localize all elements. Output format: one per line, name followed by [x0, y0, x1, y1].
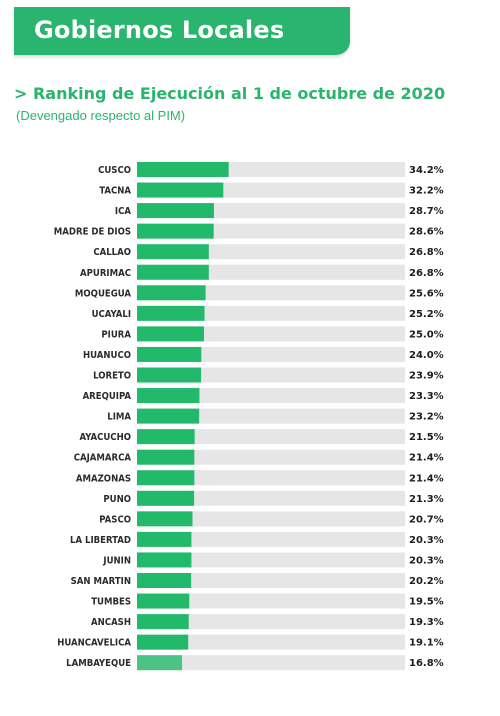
category-label: LIMA	[107, 412, 131, 423]
value-label: 34.2%	[409, 165, 444, 176]
value-label: 23.3%	[409, 391, 444, 402]
bar-track	[137, 388, 405, 404]
bar	[137, 408, 200, 424]
value-label: 19.1%	[409, 638, 444, 649]
bar	[137, 285, 206, 301]
value-label: 20.3%	[409, 555, 444, 566]
category-label: AREQUIPA	[83, 391, 132, 402]
category-label: LORETO	[93, 371, 131, 382]
bar-track	[137, 408, 405, 424]
bar	[137, 593, 190, 609]
bar	[137, 388, 200, 404]
value-label: 20.3%	[409, 535, 444, 546]
value-label: 25.6%	[409, 288, 444, 299]
value-label: 25.0%	[409, 329, 444, 340]
bar	[137, 490, 195, 506]
value-label: 23.9%	[409, 371, 444, 382]
value-label: 25.2%	[409, 309, 444, 320]
category-label: ANCASH	[91, 617, 131, 628]
category-label: TUMBES	[91, 597, 131, 608]
bar-track	[137, 614, 405, 630]
category-label: TACNA	[99, 186, 131, 197]
value-label: 24.0%	[409, 350, 444, 361]
value-label: 21.4%	[409, 453, 444, 464]
bar	[137, 634, 189, 650]
header-banner: Gobiernos Locales	[14, 7, 350, 55]
chart-subtitle: > Ranking de Ejecución al 1 de octubre d…	[14, 84, 446, 103]
bar	[137, 244, 209, 260]
category-label: CUSCO	[98, 165, 131, 176]
category-label: CALLAO	[93, 247, 131, 258]
bar	[137, 511, 193, 527]
category-label: APURIMAC	[80, 268, 131, 279]
bar-track	[137, 346, 405, 362]
category-label: PUNO	[103, 494, 131, 505]
bar	[137, 346, 202, 362]
category-label: ICA	[115, 206, 131, 217]
bar-track	[137, 531, 405, 547]
bar	[137, 449, 195, 465]
bar	[137, 162, 229, 177]
bar	[137, 182, 224, 198]
bar	[137, 223, 214, 239]
bar	[137, 203, 214, 219]
category-label: UCAYALI	[92, 309, 131, 320]
bar-track	[137, 367, 405, 383]
category-label: AYACUCHO	[80, 432, 132, 443]
value-label: 19.5%	[409, 597, 444, 608]
bar-track	[137, 593, 405, 609]
bar-track	[137, 490, 405, 506]
value-label: 20.2%	[409, 576, 444, 587]
value-label: 21.5%	[409, 432, 444, 443]
chart-note: (Devengado respecto al PIM)	[16, 108, 186, 123]
category-label: HUANCAVELICA	[57, 638, 131, 649]
bar	[137, 326, 204, 342]
bar-track	[137, 449, 405, 465]
bar-track	[137, 470, 405, 486]
bar-track	[137, 655, 405, 671]
value-label: 28.6%	[409, 227, 444, 238]
bar-track	[137, 511, 405, 527]
bar-track	[137, 634, 405, 650]
value-label: 21.4%	[409, 473, 444, 484]
category-label: LAMBAYEQUE	[66, 658, 131, 669]
bar	[137, 367, 202, 383]
value-label: 20.7%	[409, 514, 444, 525]
bar-track	[137, 552, 405, 568]
category-label: PASCO	[99, 514, 131, 525]
bar-track	[137, 573, 405, 588]
category-label: JUNIN	[102, 555, 131, 566]
value-label: 32.2%	[409, 186, 444, 197]
value-label: 16.8%	[409, 658, 444, 669]
value-label: 28.7%	[409, 206, 444, 217]
value-label: 26.8%	[409, 247, 444, 258]
bar	[137, 305, 205, 321]
category-label: CAJAMARCA	[74, 453, 132, 464]
value-label: 21.3%	[409, 494, 444, 505]
bar	[137, 531, 192, 547]
bar	[137, 470, 195, 486]
category-label: MOQUEGUA	[75, 288, 131, 299]
value-label: 19.3%	[409, 617, 444, 628]
bar	[137, 429, 195, 445]
bar	[137, 264, 209, 280]
category-label: LA LIBERTAD	[70, 535, 131, 546]
category-label: SAN MARTIN	[71, 576, 131, 587]
category-label: HUANUCO	[83, 350, 131, 361]
category-label: PIURA	[101, 329, 131, 340]
bar	[137, 614, 189, 630]
page-title: Gobiernos Locales	[34, 16, 285, 44]
category-label: MADRE DE DIOS	[54, 227, 131, 238]
value-label: 26.8%	[409, 268, 444, 279]
bar-track	[137, 429, 405, 445]
category-label: AMAZONAS	[76, 473, 131, 484]
value-label: 23.2%	[409, 412, 444, 423]
bar	[137, 552, 192, 568]
bar	[137, 655, 183, 671]
bar	[137, 573, 192, 588]
